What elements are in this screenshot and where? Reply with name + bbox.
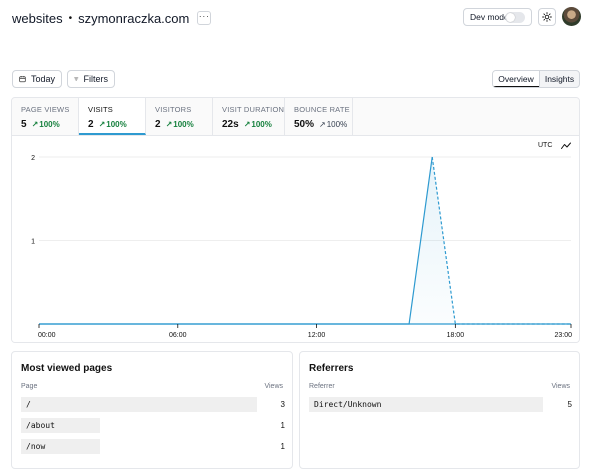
site-domain[interactable]: szymonraczka.com xyxy=(78,10,190,26)
breadcrumb-separator: • xyxy=(68,12,73,24)
y-tick-label: 2 xyxy=(31,155,35,162)
user-avatar[interactable] xyxy=(562,7,581,26)
date-range-label: Today xyxy=(30,74,55,84)
arrow-up-right-icon: ↗ xyxy=(243,120,251,129)
column-header-page: Page xyxy=(21,383,38,390)
metric-value: 5 xyxy=(21,119,27,130)
stats-card: PAGE VIEWS 5 ↗100% VISITS 2 ↗100% VISITORS… xyxy=(11,97,580,343)
series-area xyxy=(39,157,571,324)
metric-value: 2 xyxy=(155,119,161,130)
metric-value: 22s xyxy=(222,119,239,130)
arrow-up-right-icon: ↗ xyxy=(319,120,326,129)
metric-change: 100% xyxy=(326,120,348,129)
toggle-knob xyxy=(506,13,515,22)
row-count: 1 xyxy=(280,421,285,430)
most-viewed-pages-panel: Most viewed pages Page Views /3/about 1/n… xyxy=(11,351,293,469)
date-range-button[interactable]: Today xyxy=(12,70,62,88)
metric-label: VISIT DURATION xyxy=(222,105,285,114)
dev-mode-label: Dev mode xyxy=(470,12,509,22)
column-header-views: Views xyxy=(264,383,283,390)
page-row[interactable]: /about 1 xyxy=(21,418,285,433)
dev-mode-switch[interactable]: Dev mode xyxy=(463,8,532,26)
sun-icon xyxy=(542,12,552,22)
metric-value: 50% xyxy=(294,119,315,130)
x-tick-label: 06:00 xyxy=(169,332,187,339)
tab-overview[interactable]: Overview xyxy=(493,71,540,87)
metric-value: 2 xyxy=(88,119,94,130)
metric-label: VISITS xyxy=(88,105,113,114)
row-bar xyxy=(21,439,100,454)
metric-label: BOUNCE RATE xyxy=(294,105,350,114)
filters-label: Filters xyxy=(83,74,109,84)
x-tick-label: 18:00 xyxy=(447,332,465,339)
metric-change: 100% xyxy=(39,120,60,129)
row-bar xyxy=(309,397,543,412)
row-count: 1 xyxy=(280,442,285,451)
x-tick-label: 23:00 xyxy=(554,332,572,339)
metric-label: VISITORS xyxy=(155,105,192,114)
timezone-label: UTC xyxy=(538,142,553,149)
row-bar xyxy=(21,418,100,433)
referrer-row[interactable]: Direct/Unknown 5 xyxy=(309,397,572,412)
row-bar xyxy=(21,397,257,412)
metric-change: 100% xyxy=(106,120,127,129)
theme-toggle-button[interactable] xyxy=(538,8,556,26)
metric-change: 100% xyxy=(251,120,272,129)
visits-chart: 1 2 00:00 06:00 12:00 18:00 23:00 UTC xyxy=(12,136,579,342)
filter-icon xyxy=(74,77,79,81)
referrers-panel: Referrers Referrer Views Direct/Unknown 5 xyxy=(299,351,580,469)
column-header-referrer: Referrer xyxy=(309,383,335,390)
panel-title: Most viewed pages xyxy=(21,363,113,374)
workspace-name[interactable]: websites xyxy=(12,10,63,26)
column-header-views: Views xyxy=(551,383,570,390)
tab-insights[interactable]: Insights xyxy=(544,74,575,84)
chart-type-icon[interactable] xyxy=(560,140,572,152)
filters-button[interactable]: Filters xyxy=(67,70,115,88)
metric-bounce-rate[interactable]: BOUNCE RATE 50% ↗100% xyxy=(285,98,353,135)
metric-page-views[interactable]: PAGE VIEWS 5 ↗100% xyxy=(12,98,79,135)
page-row[interactable]: /now 1 xyxy=(21,439,285,454)
panel-title: Referrers xyxy=(309,363,354,374)
row-name: Direct/Unknown xyxy=(314,400,382,409)
row-name: /about xyxy=(26,421,55,430)
arrow-up-right-icon: ↗ xyxy=(98,120,106,129)
calendar-icon xyxy=(19,76,26,83)
view-switcher: Overview Insights xyxy=(492,70,580,88)
row-count: 3 xyxy=(280,400,285,409)
arrow-up-right-icon: ↗ xyxy=(31,120,39,129)
page-row[interactable]: /3 xyxy=(21,397,285,412)
x-tick-label: 00:00 xyxy=(38,332,56,339)
dev-mode-toggle[interactable] xyxy=(505,12,525,23)
row-count: 5 xyxy=(567,400,572,409)
arrow-up-right-icon: ↗ xyxy=(165,120,173,129)
more-options-button[interactable]: ··· xyxy=(197,11,212,25)
y-tick-label: 1 xyxy=(31,239,35,246)
metric-visitors[interactable]: VISITORS 2 ↗100% xyxy=(146,98,213,135)
row-name: /now xyxy=(26,442,46,451)
chart-canvas: 1 2 00:00 06:00 12:00 18:00 23:00 xyxy=(31,155,572,339)
metric-visits[interactable]: VISITS 2 ↗100% xyxy=(79,98,146,135)
metric-change: 100% xyxy=(173,120,194,129)
x-tick-label: 12:00 xyxy=(308,332,326,339)
metric-label: PAGE VIEWS xyxy=(21,105,70,114)
site-header: websites • szymonraczka.com ··· xyxy=(12,9,212,27)
metric-visit-duration[interactable]: VISIT DURATION 22s ↗100% xyxy=(213,98,285,135)
row-name: / xyxy=(26,400,31,409)
metrics-row: PAGE VIEWS 5 ↗100% VISITS 2 ↗100% VISITORS… xyxy=(12,98,579,136)
